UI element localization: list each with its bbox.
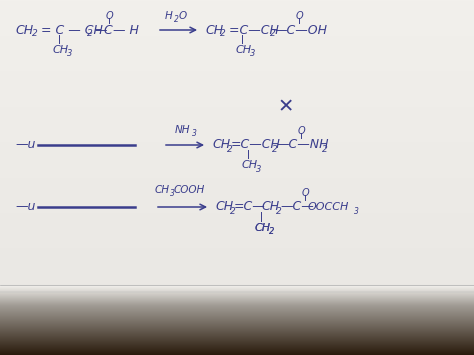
Text: —C—: —C— <box>280 201 314 213</box>
Text: CH: CH <box>155 185 170 195</box>
Text: CH: CH <box>255 223 271 233</box>
Text: = C — CH: = C — CH <box>37 23 103 37</box>
Text: CH: CH <box>205 23 223 37</box>
Text: CH: CH <box>236 45 252 55</box>
Text: COOH: COOH <box>174 185 205 195</box>
Text: O: O <box>296 11 304 21</box>
Text: 2: 2 <box>220 29 226 38</box>
Text: 2: 2 <box>174 16 179 24</box>
Text: 2: 2 <box>276 207 282 215</box>
Text: CH: CH <box>53 45 69 55</box>
Text: 2: 2 <box>272 144 278 153</box>
Text: 2: 2 <box>227 144 233 153</box>
Text: CH: CH <box>255 223 271 233</box>
Text: 2: 2 <box>322 144 328 153</box>
Text: 2: 2 <box>87 29 93 38</box>
Text: 2: 2 <box>270 29 276 38</box>
Text: O: O <box>302 188 310 198</box>
Text: 2: 2 <box>32 29 38 38</box>
Text: 3: 3 <box>250 49 255 59</box>
Text: CH: CH <box>242 160 258 170</box>
Text: CH: CH <box>212 138 230 152</box>
Text: 3: 3 <box>170 190 175 198</box>
Text: 3: 3 <box>256 164 261 174</box>
Text: C: C <box>103 23 112 37</box>
Text: O: O <box>179 11 187 21</box>
Text: CH: CH <box>215 201 233 213</box>
Text: —C—OH: —C—OH <box>274 23 327 37</box>
Text: =C—: =C— <box>234 201 266 213</box>
Text: =C—CH: =C—CH <box>225 23 279 37</box>
Text: —C—NH: —C—NH <box>276 138 328 152</box>
Text: —: — <box>91 23 108 37</box>
Text: CH: CH <box>261 201 279 213</box>
Text: 3: 3 <box>354 207 359 215</box>
Text: 3: 3 <box>192 130 197 138</box>
Text: —u: —u <box>15 138 36 152</box>
Text: 2: 2 <box>269 228 274 236</box>
Text: — H: — H <box>113 23 139 37</box>
Text: 2: 2 <box>230 207 236 215</box>
Text: O: O <box>298 126 306 136</box>
Text: 3: 3 <box>67 49 73 59</box>
Text: OOCCH: OOCCH <box>308 202 349 212</box>
Text: 2: 2 <box>269 228 274 236</box>
Text: CH: CH <box>15 23 33 37</box>
Text: =C—CH: =C—CH <box>231 138 281 152</box>
Text: O: O <box>106 11 114 21</box>
Text: —u: —u <box>15 201 36 213</box>
Text: ✕: ✕ <box>278 98 294 116</box>
Text: H: H <box>165 11 173 21</box>
Text: NH: NH <box>175 125 191 135</box>
